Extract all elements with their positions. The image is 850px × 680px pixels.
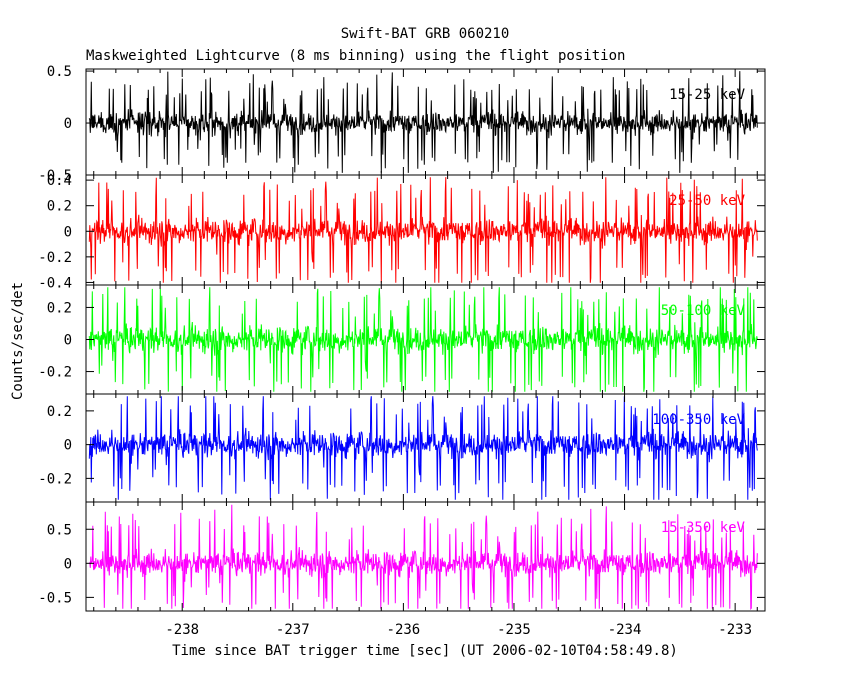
y-tick-label: 0.2 [47, 300, 72, 316]
y-tick-label: 0 [64, 116, 72, 132]
series-trace-2 [88, 177, 758, 283]
x-tick-label: -235 [497, 622, 531, 638]
y-tick-label: -0.2 [38, 250, 72, 266]
y-tick-label: -0.4 [38, 275, 72, 291]
panels-group: 15-25 keV -0.5 0 0.5 25-50 keV -0.4 -0.2 0 0.2 0.… [38, 64, 766, 638]
y-tick-label: -0.2 [38, 471, 72, 487]
series-label-2: 25-50 keV [669, 193, 745, 209]
series-label-4: 100-350 keV [652, 412, 745, 428]
series-trace-4 [88, 396, 758, 500]
series-trace-1 [88, 71, 758, 173]
y-tick-label: 0.4 [47, 173, 72, 189]
x-tick-label: -236 [387, 622, 421, 638]
x-tick-label: -237 [276, 622, 310, 638]
series-trace-3 [88, 287, 758, 392]
x-tick-label: -238 [165, 622, 199, 638]
series-label-3: 50-100 keV [661, 303, 746, 319]
x-axis-label: Time since BAT trigger time [sec] (UT 20… [172, 643, 678, 659]
y-axis-label: Counts/sec/det [10, 282, 26, 400]
y-tick-label: 0 [64, 333, 72, 349]
series-label-1: 15-25 keV [669, 87, 745, 103]
chart-title: Swift-BAT GRB 060210 [341, 26, 510, 42]
y-tick-label: 0.5 [47, 522, 72, 538]
chart-subtitle: Maskweighted Lightcurve (8 ms binning) u… [86, 48, 625, 64]
y-tick-label: -0.5 [38, 590, 72, 606]
y-tick-label: 0.5 [47, 64, 72, 80]
y-tick-label: -0.2 [38, 365, 72, 381]
y-tick-label: 0 [64, 438, 72, 454]
y-tick-label: -0.5 [38, 168, 72, 184]
y-tick-label: 0 [64, 224, 72, 240]
y-tick-label: 0 [64, 556, 72, 572]
series-label-5: 15-350 keV [661, 520, 746, 536]
series-trace-5 [88, 504, 758, 611]
x-tick-label: -233 [718, 622, 752, 638]
y-tick-label: 0.2 [47, 199, 72, 215]
y-tick-label: 0.2 [47, 404, 72, 420]
x-tick-label: -234 [608, 622, 642, 638]
